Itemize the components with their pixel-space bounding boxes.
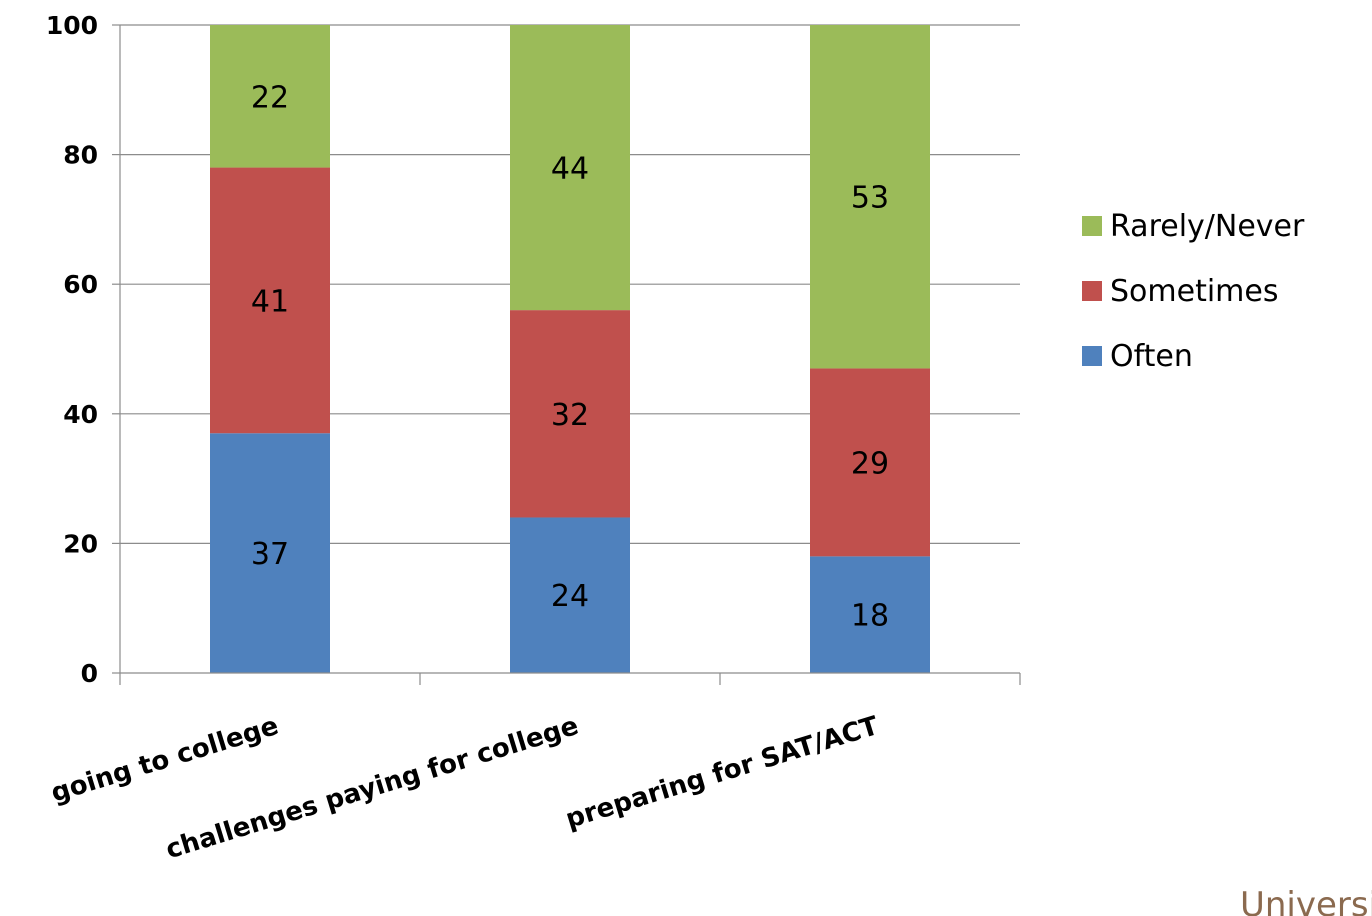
y-tick-label: 0 (81, 659, 98, 688)
legend-label: Often (1110, 339, 1193, 374)
bars: 37 41 22 24 32 44 18 29 53 (210, 25, 930, 673)
bar-segment (210, 167, 330, 434)
data-label: 44 (551, 152, 589, 187)
data-label: 29 (851, 446, 889, 481)
bar-segment (810, 368, 930, 557)
data-label: 22 (251, 80, 289, 115)
legend-label: Sometimes (1110, 274, 1279, 309)
data-label: 32 (551, 398, 589, 433)
data-label: 37 (251, 537, 289, 572)
legend-swatch (1082, 281, 1102, 301)
bar-segment (810, 556, 930, 673)
y-tick-labels: 0 20 40 60 80 100 (46, 11, 98, 688)
data-label: 53 (851, 181, 889, 216)
legend-swatch (1082, 216, 1102, 236)
data-label: 24 (551, 579, 589, 614)
bar-segment (210, 25, 330, 168)
category-label: preparing for SAT/ACT (562, 711, 882, 835)
y-tick-label: 20 (63, 529, 98, 558)
bar-segment (210, 433, 330, 673)
legend-swatch (1082, 346, 1102, 366)
legend: Rarely/Never Sometimes Often (1082, 209, 1305, 374)
bar-segment (510, 517, 630, 673)
y-tick-label: 100 (46, 11, 98, 40)
category-label: going to college (48, 711, 282, 809)
bar-segment (810, 25, 930, 369)
legend-label: Rarely/Never (1110, 209, 1305, 244)
y-tick-label: 40 (63, 400, 98, 429)
data-label: 41 (251, 284, 289, 319)
bar-segment (510, 310, 630, 518)
watermark-text: University <ld (1240, 885, 1372, 916)
data-label: 18 (851, 599, 889, 634)
y-tick-label: 60 (63, 270, 98, 299)
y-tick-label: 80 (63, 141, 98, 170)
axes (112, 24, 1021, 685)
bar-segment (510, 25, 630, 311)
